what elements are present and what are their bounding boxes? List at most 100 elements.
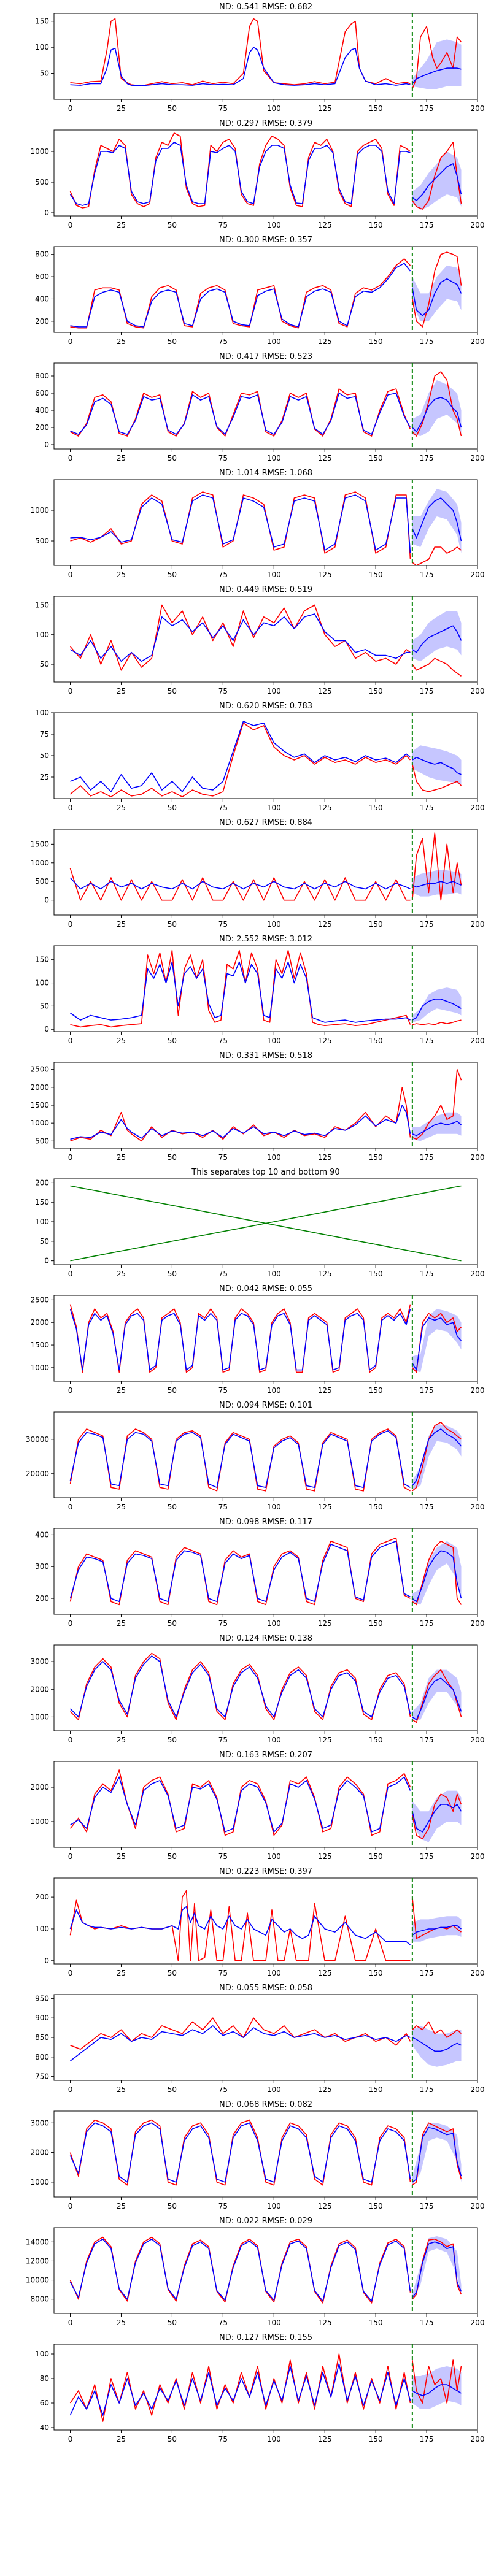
actual-series-line [69,2353,411,2422]
chart-panel: ND: 0.127 RMSE: 0.155 40 60 80 100 0 25 50 75 100… [35,2333,484,2444]
x-tick-label: 175 [420,337,434,346]
chart-panel: ND: 0.163 RMSE: 0.207 1000 2000 0 25 50 75 100 1… [30,1750,484,1861]
x-tick-label: 175 [420,221,434,229]
x-tick-label: 125 [318,104,332,113]
x-tick-label: 25 [117,2085,126,2094]
x-tick-label: 0 [68,920,73,929]
x-tick-label: 25 [117,2202,126,2210]
forecast-series-line [412,757,462,775]
actual-series-line [412,371,462,437]
x-tick-label: 25 [117,1386,126,1395]
x-tick-label: 175 [420,570,434,579]
chart-panel: ND: 2.552 RMSE: 3.012 0 50 100 150 0 25 50 75 100… [35,935,484,1045]
y-tick-label: 1000 [30,1363,49,1372]
chart-title: ND: 1.014 RMSE: 1.068 [219,469,312,478]
actual-series-line [69,1304,411,1373]
x-tick-label: 0 [68,1270,73,1278]
x-tick-label: 125 [318,1852,332,1861]
y-tick-label: 2000 [30,1783,49,1792]
chart-panel: ND: 0.331 RMSE: 0.5185001000150020002500… [30,1051,484,1162]
x-tick-label: 0 [68,1619,73,1628]
x-tick-label: 175 [420,1736,434,1744]
x-tick-label: 125 [318,803,332,812]
chart-panel: ND: 0.094 RMSE: 0.101 20000 30000 0 25 50 75 10… [26,1401,485,1511]
chart-title: ND: 0.449 RMSE: 0.519 [219,585,312,594]
actual-series-line [69,1652,411,1720]
x-tick-label: 50 [168,803,177,812]
x-tick-label: 125 [318,1969,332,1977]
x-tick-label: 175 [420,2435,434,2444]
y-tick-label: 750 [35,2072,49,2081]
forecast-series-line [69,2122,411,2183]
actual-series-line [69,868,411,901]
x-tick-label: 125 [318,454,332,462]
forecast-interval-band [412,2366,462,2409]
x-tick-label: 150 [369,2318,383,2327]
x-tick-label: 200 [471,803,485,812]
x-tick-label: 200 [471,221,485,229]
chart-panel: ND: 0.417 RMSE: 0.523 0 200 400 600 800 0 25 50 7… [35,352,484,462]
y-tick-label: 50 [40,69,49,78]
x-tick-label: 75 [218,104,228,113]
x-tick-label: 50 [168,1503,177,1511]
actual-series-line [69,2119,411,2186]
forecast-series-line [412,397,462,432]
x-tick-label: 25 [117,2318,126,2327]
x-tick-label: 200 [471,1386,485,1395]
x-tick-label: 50 [168,1153,177,1162]
y-tick-label: 0 [44,1257,49,1265]
x-tick-label: 150 [369,2435,383,2444]
y-tick-label: 800 [35,2053,49,2061]
y-tick-label: 200 [35,317,49,326]
x-tick-label: 125 [318,2085,332,2094]
x-tick-label: 75 [218,1153,228,1162]
x-tick-label: 150 [369,803,383,812]
actual-series-line [412,832,462,901]
actual-series-line [70,258,411,329]
forecast-series-line [69,1655,411,1718]
x-tick-label: 175 [420,1969,434,1977]
y-tick-label: 1000 [30,2178,49,2187]
x-tick-label: 100 [267,1619,281,1628]
actual-series-line [69,723,411,797]
forecast-interval-band [412,265,462,321]
forecast-series-line [412,163,462,201]
x-tick-label: 25 [117,1270,126,1278]
forecast-interval-band [412,1309,462,1373]
x-tick-label: 100 [267,2435,281,2444]
x-tick-label: 175 [420,803,434,812]
forecast-series-line [412,1550,462,1603]
x-tick-label: 100 [267,1969,281,1977]
chart-panel: ND: 0.022 RMSE: 0.029 8000 10000 12000 14000… [26,2217,485,2327]
x-tick-label: 125 [318,221,332,229]
y-tick-label: 0 [44,1957,49,1965]
x-tick-label: 25 [117,1736,126,1744]
x-tick-label: 150 [369,2085,383,2094]
x-tick-label: 0 [68,1386,73,1395]
y-tick-label: 0 [44,1025,49,1033]
x-tick-label: 75 [218,1037,228,1045]
plot-frame [53,13,478,100]
forecast-series-line [69,2363,411,2416]
y-tick-label: 2000 [30,1083,49,1092]
y-tick-label: 150 [35,956,49,964]
chart-panel: ND: 0.627 RMSE: 0.884 0 500 1000 1500 0 25 50 75… [30,818,484,929]
y-tick-label: 800 [35,250,49,259]
x-tick-label: 75 [218,2202,228,2210]
y-tick-label: 2000 [30,1685,49,1693]
y-tick-label: 50 [40,1002,49,1010]
y-tick-label: 50 [40,660,49,669]
actual-series-line [69,1537,411,1606]
chart-panel: ND: 0.068 RMSE: 0.082 1000 2000 3000 0 25 50 75… [30,2100,484,2210]
chart-title: ND: 0.541 RMSE: 0.682 [219,2,312,12]
forecast-series-line [412,497,462,542]
x-tick-label: 150 [369,1153,383,1162]
x-tick-label: 25 [117,803,126,812]
plot-frame [53,1761,478,1848]
actual-series-line [70,491,411,560]
y-tick-label: 25 [40,773,49,781]
x-tick-label: 200 [471,2318,485,2327]
actual-series-line [69,1890,411,1961]
y-tick-label: 12000 [26,2256,49,2265]
chart-title: ND: 0.022 RMSE: 0.029 [219,2217,312,2226]
